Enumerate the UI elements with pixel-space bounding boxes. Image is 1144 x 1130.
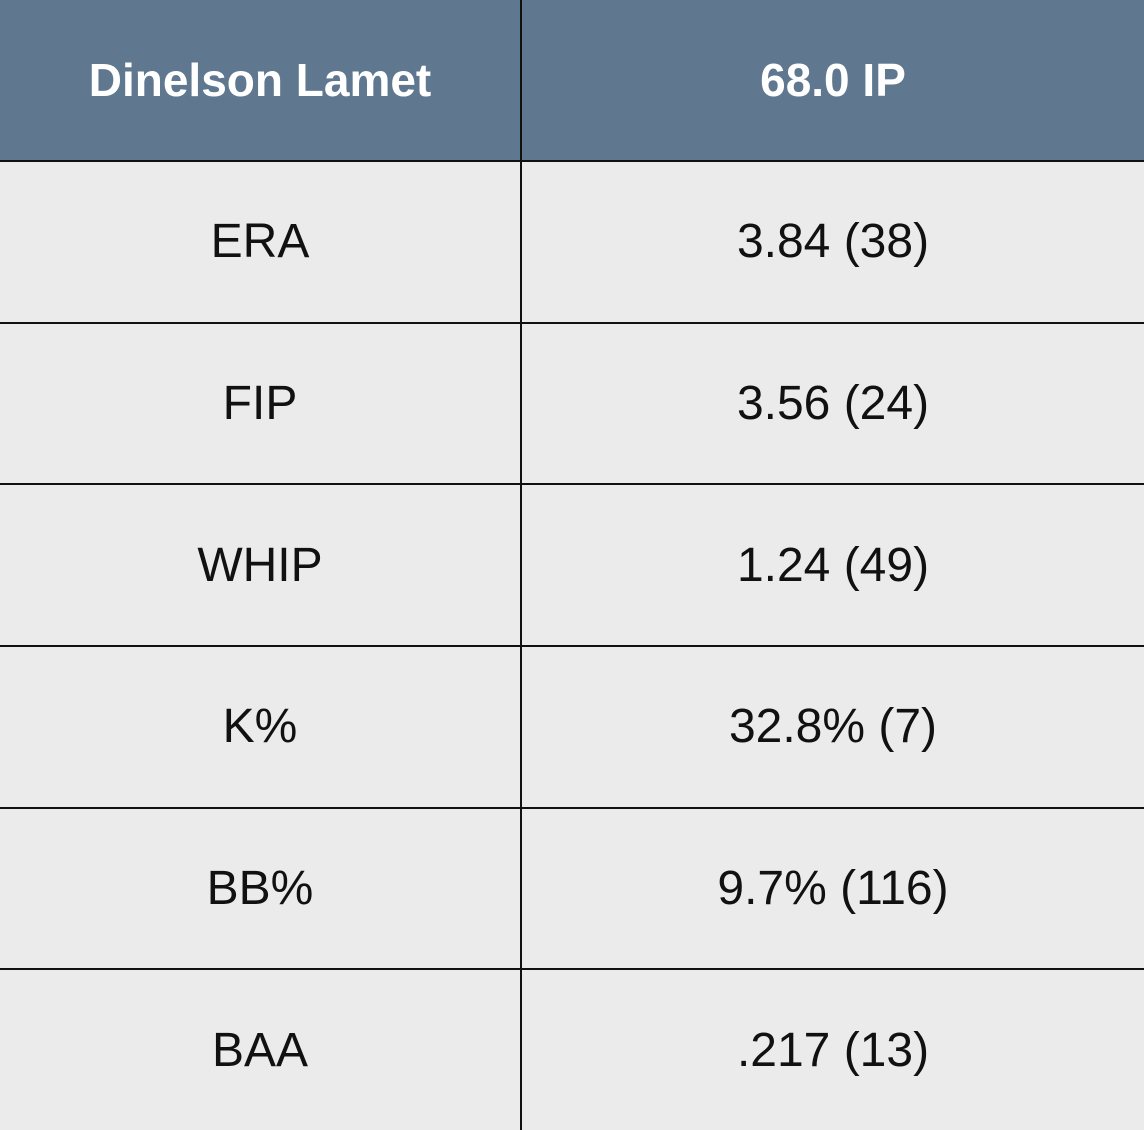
stat-name: BAA xyxy=(0,968,522,1130)
stat-value: 1.24 (49) xyxy=(522,483,1144,645)
stat-name: FIP xyxy=(0,321,522,484)
stat-name: K% xyxy=(0,645,522,807)
stat-name: BB% xyxy=(0,806,522,969)
stat-value: 32.8% (7) xyxy=(522,645,1144,807)
stat-name: ERA xyxy=(0,160,522,322)
stat-value: 9.7% (116) xyxy=(522,806,1144,969)
header-cell: Dinelson Lamet xyxy=(0,0,522,160)
stat-name: WHIP xyxy=(0,483,522,645)
stat-value: .217 (13) xyxy=(522,968,1144,1130)
stat-value: 3.84 (38) xyxy=(522,160,1144,322)
header-cell: 68.0 IP xyxy=(522,0,1144,160)
stat-value: 3.56 (24) xyxy=(522,321,1144,484)
